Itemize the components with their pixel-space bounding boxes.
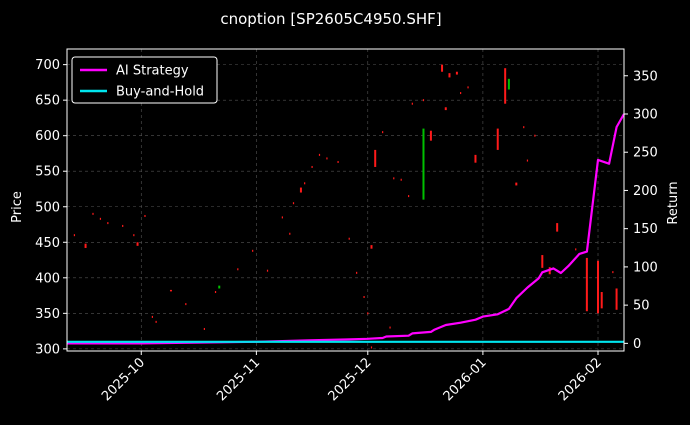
price-wick [252, 249, 254, 252]
y-tick-label: 650 [35, 94, 60, 109]
y2-axis-label: Return [666, 181, 681, 224]
y2-tick-label: 0 [633, 337, 641, 352]
price-wick [214, 291, 217, 294]
price-wick [99, 217, 102, 220]
price-wick [612, 271, 614, 274]
price-wick [281, 216, 283, 219]
y2-tick-label: 350 [633, 69, 658, 84]
price-wick [523, 126, 525, 129]
plot-frame [66, 48, 625, 352]
price-candle [455, 71, 458, 75]
y2-tick-label: 300 [633, 107, 658, 122]
price-candle [474, 154, 477, 163]
y-tick-label: 550 [35, 165, 60, 180]
price-wick [393, 177, 395, 180]
price-wick [289, 232, 291, 235]
price-wick [151, 315, 154, 318]
price-wick [408, 195, 410, 198]
price-wick [534, 134, 536, 137]
price-wick [467, 86, 469, 89]
price-wick [348, 237, 350, 240]
price-candle [441, 64, 444, 72]
y-tick-label: 700 [35, 58, 60, 73]
price-candle [541, 255, 544, 268]
price-candle [515, 182, 518, 186]
legend-label-buy-and-hold: Buy-and-Hold [116, 85, 204, 100]
y2-tick-label: 50 [633, 299, 650, 314]
price-wick [237, 268, 239, 271]
price-candle [496, 128, 499, 150]
price-wick [318, 153, 321, 156]
price-candle [370, 245, 373, 249]
price-candle [422, 128, 425, 200]
price-wick [460, 92, 462, 95]
legend-label-ai-strategy: AI Strategy [116, 64, 189, 79]
y2-tick-label: 150 [633, 222, 658, 237]
legend-box [71, 56, 218, 104]
price-wick [356, 271, 358, 274]
price-candle [556, 223, 559, 232]
price-wick [266, 269, 269, 272]
legend: AI Strategy Buy-and-Hold [71, 56, 218, 104]
y2-tick-label: 100 [633, 260, 658, 275]
y2-tick-label: 200 [633, 184, 658, 199]
price-wick [155, 320, 157, 323]
y-tick-label: 450 [35, 236, 60, 251]
price-candle [504, 68, 507, 104]
price-candle [374, 149, 377, 167]
price-candle [585, 257, 588, 312]
price-wick [292, 202, 295, 205]
price-candle [507, 78, 510, 90]
price-wick [382, 131, 384, 134]
price-candle [429, 130, 432, 141]
price-wick [363, 295, 365, 298]
price-wick [389, 326, 391, 329]
price-wick [575, 248, 577, 251]
price-wick [185, 303, 187, 306]
y2-tick-label: 250 [633, 146, 658, 161]
y-tick-label: 600 [35, 129, 60, 144]
price-candle [169, 289, 172, 292]
price-candle [218, 285, 221, 289]
price-wick [526, 159, 529, 162]
price-candle [299, 187, 302, 193]
price-wick [422, 99, 425, 102]
price-candle [600, 292, 603, 309]
price-candle [444, 107, 447, 111]
y-tick-label: 500 [35, 200, 60, 215]
price-wick [337, 160, 339, 163]
price-wick [122, 224, 124, 227]
y-axis-label: Price [10, 191, 25, 223]
y-tick-label: 400 [35, 271, 60, 286]
price-candle [597, 260, 600, 314]
price-wick [370, 346, 373, 349]
y-tick-label: 300 [35, 342, 60, 357]
price-candle [84, 243, 87, 248]
price-wick [326, 157, 328, 160]
price-wick [400, 178, 402, 181]
price-candle [136, 242, 139, 246]
price-wick [411, 102, 413, 105]
y-tick-label: 350 [35, 307, 60, 322]
chart-title: cnoption [SP2605C4950.SHF] [220, 10, 441, 28]
price-wick [203, 327, 205, 330]
series-ai-strategy [67, 113, 625, 345]
price-wick [311, 165, 313, 168]
price-wick [107, 222, 109, 225]
price-wick [304, 182, 306, 185]
price-candle [615, 288, 618, 310]
price-wick [92, 212, 94, 215]
price-wick [133, 234, 135, 237]
price-wick [367, 312, 369, 315]
price-wick [73, 234, 76, 237]
price-candle [448, 73, 451, 78]
price-wick [144, 214, 146, 217]
